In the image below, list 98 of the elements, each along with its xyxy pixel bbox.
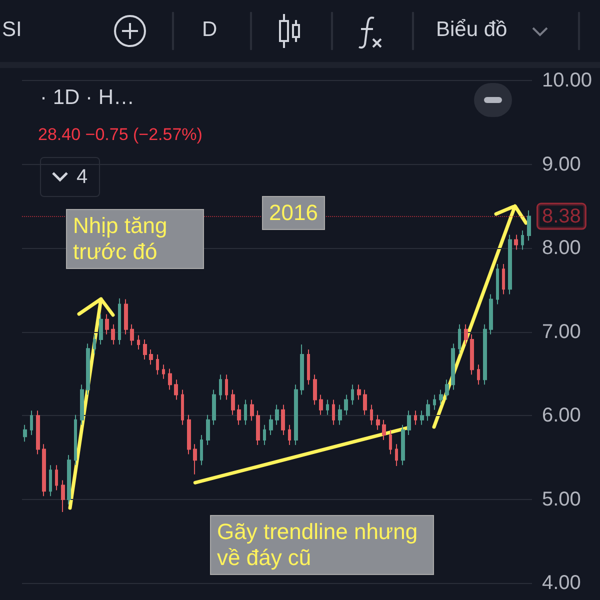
- candlestick: [382, 419, 386, 440]
- candlestick: [288, 424, 291, 446]
- candlestick: [521, 230, 524, 250]
- candlestick: [174, 379, 178, 400]
- candlestick: [344, 394, 348, 416]
- candlestick: [143, 338, 147, 360]
- candlestick: [294, 384, 298, 446]
- y-tick-label: 8.00: [542, 237, 581, 260]
- candlestick: [212, 389, 216, 426]
- candlestick: [281, 404, 285, 436]
- candlestick: [464, 324, 468, 345]
- candlestick: [244, 399, 247, 426]
- candlestick: [319, 394, 323, 416]
- candlestick: [99, 314, 103, 345]
- y-tick-label: 9.00: [542, 153, 581, 176]
- candlestick: [502, 264, 505, 295]
- annotation: 2016: [262, 196, 325, 230]
- candlestick: [269, 414, 273, 436]
- candlestick: [237, 404, 241, 426]
- y-tick-label: 6.00: [542, 404, 581, 427]
- candlestick: [527, 210, 531, 242]
- candlestick: [414, 410, 417, 426]
- candlestick: [168, 368, 172, 390]
- candlestick: [483, 324, 487, 386]
- candlestick: [193, 444, 197, 475]
- annotation: Gãy trendline nhưng về đáy cũ: [210, 515, 434, 575]
- text: D: [202, 18, 218, 42]
- annotation: Nhịp tăng trước đó: [66, 209, 204, 269]
- candlestick: [23, 424, 27, 442]
- candlestick: [357, 384, 361, 400]
- candlestick: [30, 410, 33, 436]
- candlestick: [307, 349, 310, 386]
- candlestick: [200, 434, 203, 466]
- candlestick: [256, 410, 260, 446]
- y-tick-label: 7.00: [542, 320, 581, 343]
- candlestick: [332, 399, 335, 426]
- candlestick: [49, 464, 52, 497]
- y-tick-label: 4.00: [542, 572, 581, 594]
- candlestick: [67, 454, 71, 505]
- candlestick: [338, 404, 342, 426]
- candlestick: [433, 394, 436, 410]
- candlestick: [376, 414, 380, 430]
- candlestick: [470, 334, 474, 376]
- candlestick: [514, 234, 518, 250]
- candlestick: [206, 414, 210, 446]
- candlestick: [451, 343, 455, 390]
- candlestick: [351, 384, 354, 406]
- candlestick: [74, 414, 77, 466]
- candlestick: [225, 374, 228, 400]
- y-tick-label: 5.00: [542, 488, 581, 510]
- candlestick: [426, 399, 430, 422]
- candlestick: [61, 480, 65, 513]
- text: 28.40 −0.75 (−2.57%): [38, 125, 202, 145]
- candlestick: [130, 324, 134, 346]
- text: · 1D · H…: [40, 86, 134, 110]
- text: SI: [2, 18, 22, 42]
- annotation: 4: [76, 166, 88, 188]
- candlestick: [149, 349, 153, 366]
- candlestick: [275, 404, 279, 426]
- candlestick: [496, 264, 499, 305]
- candlestick: [93, 334, 96, 354]
- candlestick: [55, 464, 58, 491]
- candlestick: [508, 234, 512, 295]
- candlestick: [137, 334, 140, 350]
- candlestick: [401, 424, 405, 466]
- candlestick: [458, 324, 461, 354]
- candlestick: [300, 344, 304, 396]
- candlestick: [124, 298, 128, 335]
- candlestick: [407, 410, 411, 436]
- text: Biểu đồ: [436, 18, 508, 42]
- candlestick: [105, 314, 109, 335]
- candlestick: [219, 374, 222, 400]
- candlestick: [80, 384, 84, 426]
- candlestick: [477, 364, 480, 386]
- candlestick: [420, 410, 424, 426]
- candlestick: [395, 444, 398, 466]
- candlestick: [118, 298, 121, 345]
- candlestick: [363, 389, 367, 416]
- candlestick: [162, 364, 165, 380]
- candlestick: [181, 389, 184, 426]
- candlestick: [86, 343, 90, 396]
- candlestick: [111, 324, 115, 345]
- candlestick: [42, 444, 46, 497]
- candlestick: [489, 294, 493, 335]
- candlestick: [250, 399, 254, 422]
- candlestick: [439, 389, 443, 406]
- candlestick: [313, 374, 317, 406]
- candlestick: [326, 399, 329, 416]
- candlestick: [389, 429, 392, 455]
- candlestick: [231, 389, 235, 416]
- candlestick: [263, 424, 266, 446]
- ref-line-label: 8.38: [542, 205, 581, 228]
- candlestick: [370, 404, 373, 426]
- y-tick-label: 10.00: [542, 70, 592, 92]
- candlestick: [445, 379, 449, 400]
- candlestick: [36, 410, 40, 455]
- candlestick: [187, 414, 191, 455]
- candlestick: [156, 354, 159, 376]
